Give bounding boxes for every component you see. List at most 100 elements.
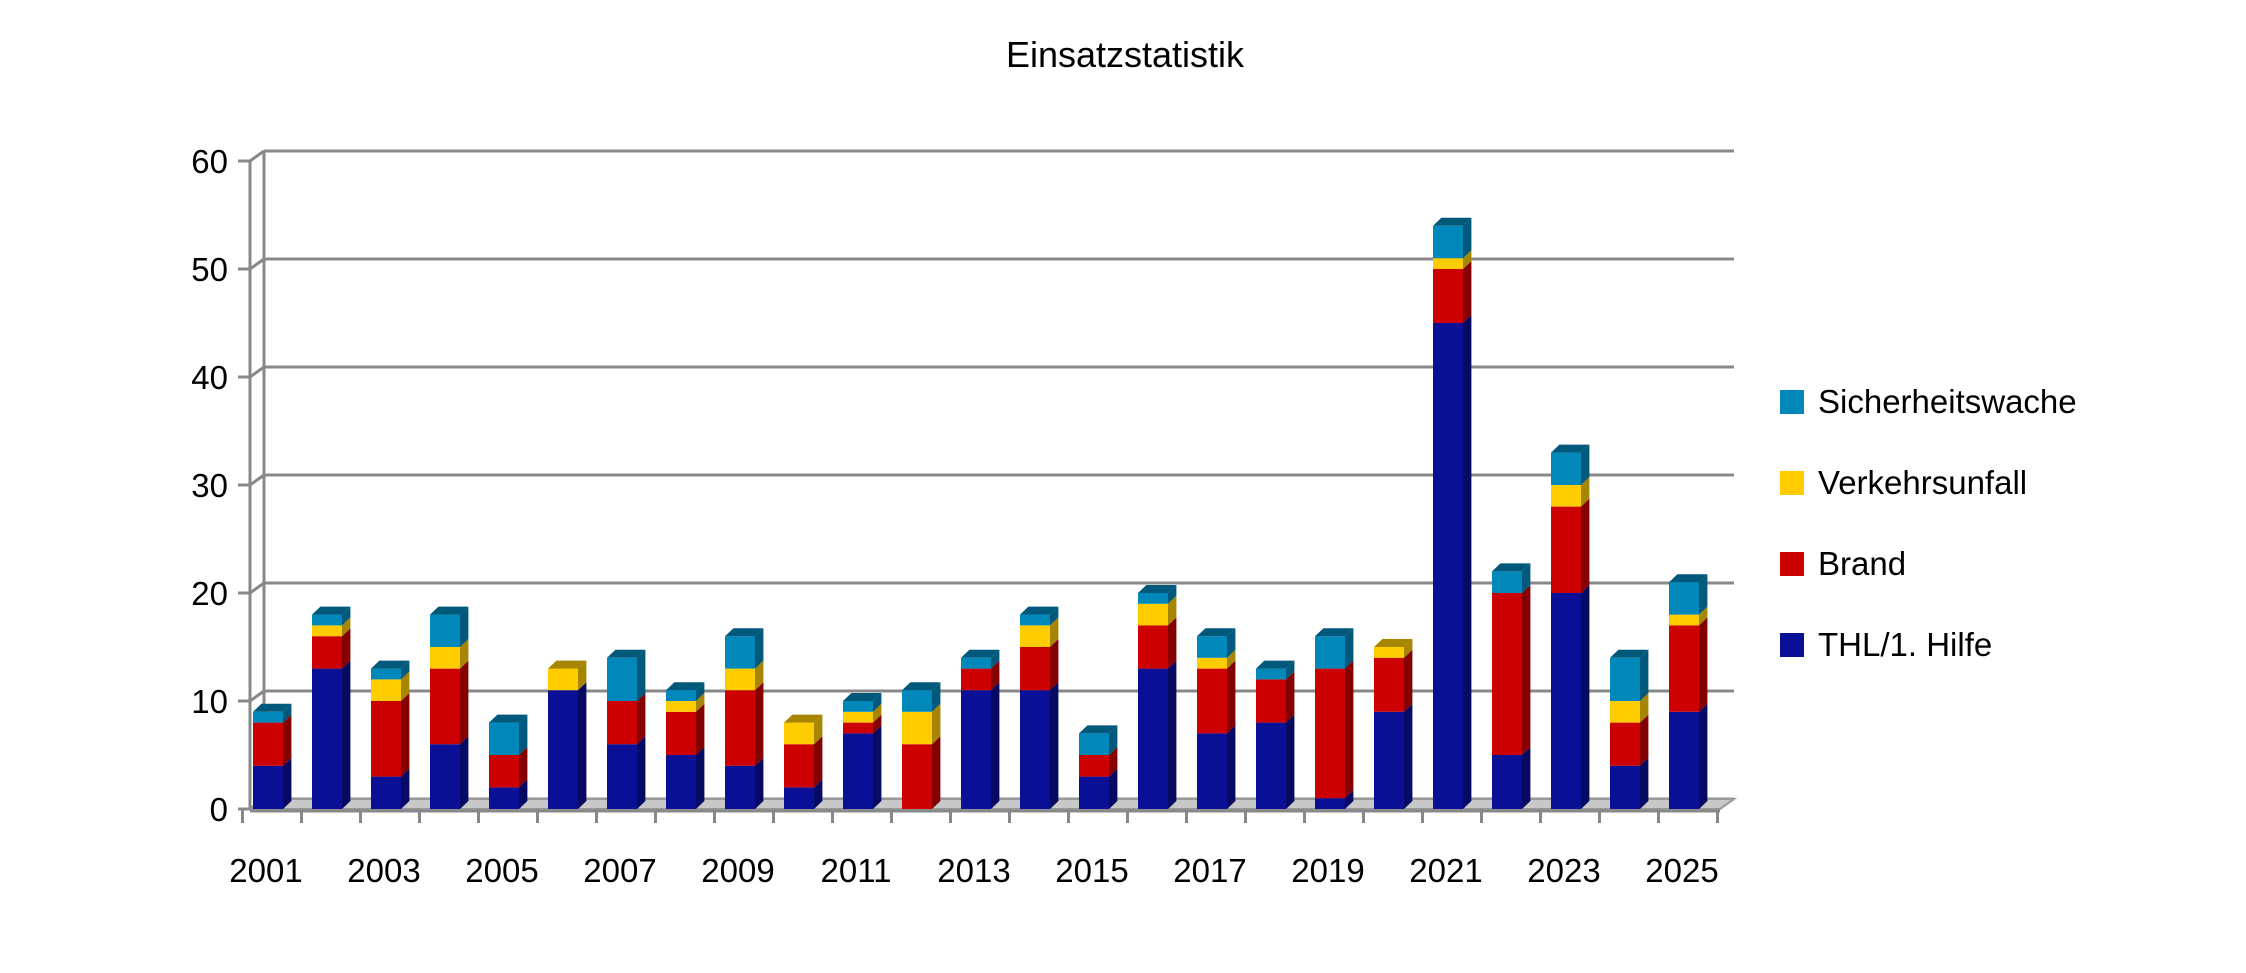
bar-side-2008 bbox=[696, 747, 705, 809]
bar-segment-2004 bbox=[430, 668, 460, 745]
bar-top-2023 bbox=[1551, 444, 1590, 453]
bar-segment-2018 bbox=[1256, 679, 1286, 723]
bar-segment-2009 bbox=[725, 668, 755, 691]
bar-top-2016 bbox=[1138, 585, 1177, 593]
bar-side-2007 bbox=[637, 649, 646, 701]
bar-side-2012 bbox=[932, 703, 941, 745]
bar-side-2012 bbox=[932, 736, 941, 809]
bar-side-2008 bbox=[696, 703, 705, 755]
gridline-diagonal bbox=[249, 689, 265, 703]
bar-side-2007 bbox=[637, 693, 646, 745]
x-tick-label: 2019 bbox=[1291, 852, 1364, 889]
bar-side-2002 bbox=[342, 617, 351, 637]
bar-segment-2007 bbox=[607, 701, 637, 745]
bar-side-2013 bbox=[991, 649, 1000, 669]
bar-side-2020 bbox=[1404, 649, 1413, 712]
gridline-diagonal bbox=[249, 581, 265, 595]
bar-side-2025 bbox=[1699, 606, 1708, 626]
bar-segment-2021 bbox=[1433, 269, 1463, 323]
bar-segment-2020 bbox=[1374, 711, 1404, 809]
bar-segment-2011 bbox=[843, 701, 873, 712]
bar-segment-2014 bbox=[1020, 625, 1050, 647]
bar-side-2021 bbox=[1463, 315, 1472, 809]
bar-side-2010 bbox=[814, 736, 823, 788]
bar-side-2024 bbox=[1640, 757, 1649, 809]
bar-side-2022 bbox=[1522, 585, 1531, 755]
bar-segment-2017 bbox=[1197, 657, 1227, 669]
legend-swatch bbox=[1780, 552, 1804, 576]
bar-top-2001 bbox=[253, 703, 292, 712]
bar-segment-2002 bbox=[312, 668, 342, 809]
bar-segment-2002 bbox=[312, 636, 342, 669]
bar-side-2015 bbox=[1109, 725, 1118, 755]
legend-swatch bbox=[1780, 471, 1804, 495]
x-tick-label: 2017 bbox=[1173, 852, 1246, 889]
bar-side-2011 bbox=[873, 725, 882, 809]
bar-segment-2013 bbox=[961, 668, 991, 691]
bar-side-2009 bbox=[755, 660, 764, 691]
x-tick-label: 2007 bbox=[583, 852, 656, 889]
bar-side-2007 bbox=[637, 736, 646, 809]
x-tick-label: 2009 bbox=[701, 852, 774, 889]
bar-side-2023 bbox=[1581, 585, 1590, 809]
bar-segment-2015 bbox=[1079, 755, 1109, 777]
bar-segment-2017 bbox=[1197, 733, 1227, 809]
bar-side-2017 bbox=[1227, 725, 1236, 809]
bar-segment-2004 bbox=[430, 614, 460, 647]
bar-segment-2006 bbox=[548, 668, 578, 691]
bar-side-2025 bbox=[1699, 703, 1708, 809]
bar-top-2004 bbox=[430, 606, 469, 615]
bar-top-2022 bbox=[1492, 563, 1531, 572]
bar-side-2004 bbox=[460, 639, 469, 669]
bar-segment-2018 bbox=[1256, 668, 1286, 680]
bar-segment-2024 bbox=[1610, 765, 1640, 809]
bar-side-2019 bbox=[1345, 660, 1354, 799]
bar-segment-2021 bbox=[1433, 225, 1463, 259]
bar-segment-2017 bbox=[1197, 668, 1227, 734]
bar-segment-2016 bbox=[1138, 593, 1168, 604]
bar-segment-2024 bbox=[1610, 701, 1640, 723]
bar-top-2008 bbox=[666, 682, 705, 691]
bar-segment-2021 bbox=[1433, 258, 1463, 269]
bar-segment-2001 bbox=[253, 722, 283, 766]
bar-side-2006 bbox=[578, 660, 587, 691]
bar-segment-2013 bbox=[961, 657, 991, 669]
bar-side-2015 bbox=[1109, 747, 1118, 777]
bar-segment-2022 bbox=[1492, 571, 1522, 593]
bar-segment-2011 bbox=[843, 711, 873, 723]
bar-segment-2004 bbox=[430, 647, 460, 669]
bar-side-2021 bbox=[1463, 217, 1472, 259]
bar-segment-2014 bbox=[1020, 647, 1050, 691]
bar-segment-2014 bbox=[1020, 690, 1050, 809]
bar-segment-2023 bbox=[1551, 593, 1581, 809]
bar-segment-2008 bbox=[666, 701, 696, 712]
bar-segment-2010 bbox=[784, 744, 814, 788]
bar-top-2024 bbox=[1610, 649, 1649, 658]
bar-segment-2022 bbox=[1492, 755, 1522, 809]
bar-side-2014 bbox=[1050, 639, 1059, 691]
bar-segment-2016 bbox=[1138, 625, 1168, 669]
bar-side-2011 bbox=[873, 693, 882, 712]
bar-segment-2008 bbox=[666, 690, 696, 701]
bar-segment-2024 bbox=[1610, 722, 1640, 766]
bar-top-2005 bbox=[489, 714, 528, 723]
bar-side-2018 bbox=[1286, 660, 1295, 680]
bar-segment-2008 bbox=[666, 755, 696, 809]
x-tick-label: 2005 bbox=[465, 852, 538, 889]
bar-segment-2005 bbox=[489, 787, 519, 809]
bar-segment-2012 bbox=[902, 690, 932, 712]
bar-side-2011 bbox=[873, 714, 882, 734]
bar-side-2001 bbox=[283, 703, 292, 723]
bar-side-2024 bbox=[1640, 693, 1649, 723]
bar-segment-2015 bbox=[1079, 733, 1109, 755]
bar-side-2010 bbox=[814, 714, 823, 745]
x-tick-label: 2023 bbox=[1527, 852, 1600, 889]
bar-side-2019 bbox=[1345, 790, 1354, 809]
bar-segment-2003 bbox=[371, 776, 401, 809]
bar-side-2018 bbox=[1286, 714, 1295, 809]
bar-side-2017 bbox=[1227, 660, 1236, 734]
bar-segment-2025 bbox=[1669, 614, 1699, 626]
bar-side-2005 bbox=[519, 747, 528, 788]
bar-segment-2006 bbox=[548, 690, 578, 809]
bar-segment-2012 bbox=[902, 744, 932, 809]
